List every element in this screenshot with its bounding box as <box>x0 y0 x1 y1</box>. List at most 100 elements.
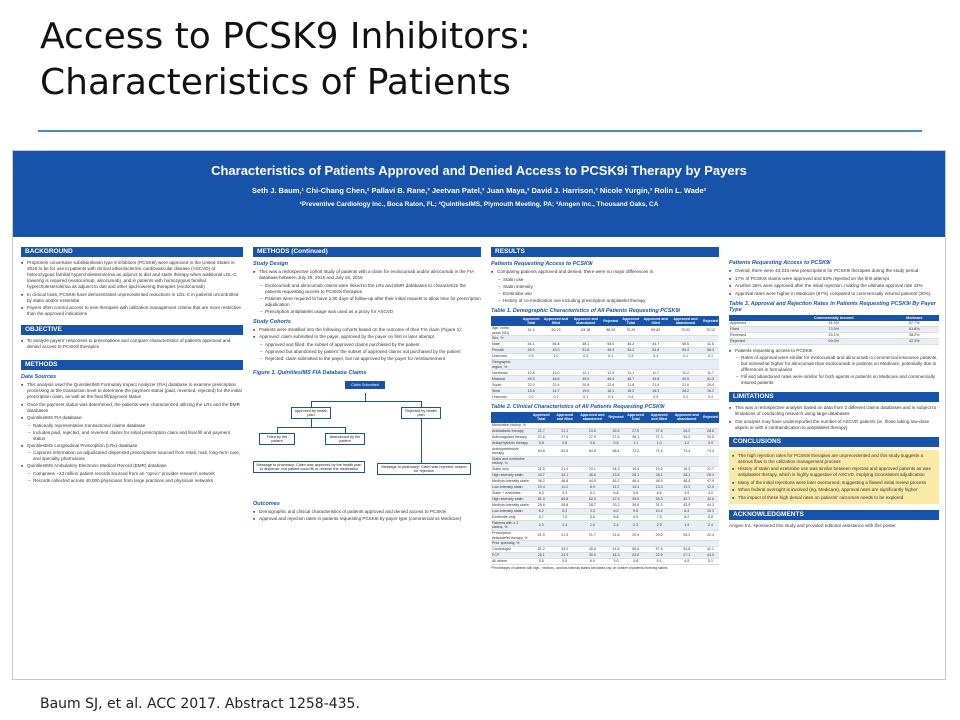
table-2-cell: Statin and ezetimibe history, % <box>491 456 531 467</box>
methods-dash: Records collected across 40,000 physicia… <box>28 478 243 484</box>
table-1-cell: 0.1 <box>701 353 719 361</box>
table-2-title: Table 2. Clinical Characteristics of All… <box>491 404 665 411</box>
table-2-cell <box>577 540 608 548</box>
table-2-cell: 1.1 <box>624 440 647 447</box>
table-1-cell: 45.2 <box>619 341 643 349</box>
table-2-header-cell: Rejected <box>701 412 719 423</box>
table-2-cell: 21.7 <box>530 428 553 435</box>
table-2-cell: 26.5 <box>607 428 625 435</box>
conclusions-heading: CONCLUSIONS <box>729 436 939 447</box>
table-3-row: Reversed 26.1% 38.2% <box>729 332 939 339</box>
table-2-cell: 40.7 <box>671 496 702 503</box>
table-2-cell <box>552 456 578 467</box>
table-2-cell: Medium-intensity statin <box>491 478 531 485</box>
poster-column-2: METHODS (Continued) Study Design This wa… <box>253 244 481 524</box>
table-2-cell: 6.0 <box>607 508 625 515</box>
table-1-cell: 0.9 <box>519 353 543 361</box>
table-1-cell: 11.7 <box>701 369 719 377</box>
table-1-row: Northeast 12.8 13.0 12.1 12.5 11.1 11.7 10.2 11.… <box>491 369 719 377</box>
results-bullet: Approval rates were higher in Medicare (… <box>729 291 939 297</box>
methods-dash: Rejected: claim submitted to the payer, … <box>260 356 481 362</box>
table-1-cell: 0.1 <box>669 353 702 361</box>
results-subheading: Patients Requesting Access to PCSK9i <box>491 261 593 267</box>
table-1-cell: 46.9 <box>602 347 620 355</box>
study-cohorts-heading: Study Cohorts <box>253 318 291 325</box>
table-2-cell: 26.1 <box>530 552 553 560</box>
acknowledgments-text: Amgen Inc. sponsored this study and prov… <box>729 523 896 529</box>
table-1-row: Unknown 0.2 0.2 0.1 0.3 0.4 0.5 0.2 0.4 <box>491 393 719 401</box>
table-3-row: Rejected 69.0% 42.3% <box>729 338 939 345</box>
table-1-cell: Male <box>491 341 520 349</box>
results-dash: History of co-medication use including p… <box>498 298 719 304</box>
table-1-cell: 70.20 <box>619 325 643 337</box>
table-1-cell: 55.0 <box>602 341 620 349</box>
table-1-cell: 22.6 <box>602 381 620 389</box>
table-1-cell: 58.3 <box>701 347 719 355</box>
table-2-cell <box>646 422 672 429</box>
table-2-cell: 28.8 <box>552 502 578 509</box>
table-2-cell: 53.0 <box>552 546 578 554</box>
table-1-cell: 48.7 <box>619 375 643 383</box>
table-2-cell: 21.7 <box>701 466 719 473</box>
table-2-cell <box>624 422 647 429</box>
table-2-cell: 2.3 <box>530 520 553 531</box>
table-2-cell <box>624 540 647 548</box>
conclusion-bullet: The impact of these high denial rates on… <box>732 495 936 501</box>
table-3-cell: 57.7% <box>889 320 939 327</box>
table-2-cell: 19.4 <box>624 466 647 473</box>
table-2-cell: 0.9 <box>701 440 719 447</box>
table-1-cell <box>701 359 719 371</box>
flow-connector <box>277 426 278 433</box>
table-3-cell: 26.1% <box>777 332 890 339</box>
table-2-row: Antidiabetic therapy 21.7 21.1 23.6 26.5 27.0… <box>491 428 719 435</box>
table-2-cell: 28.8 <box>530 502 553 509</box>
table-2-cell: 57.5 <box>607 496 625 503</box>
flow-approved: Approved by health plan <box>291 406 331 420</box>
table-1-cell: 49.3 <box>519 375 543 383</box>
table-1-cell: 51.3 <box>701 375 719 383</box>
outcomes-bullet: Demographic and clinical characteristics… <box>253 509 481 515</box>
citation: Baum SJ, et al. ACC 2017. Abstract 1258-… <box>40 696 360 712</box>
table-2-header-cell: Approved and filled <box>646 412 672 423</box>
table-2-cell: 51.2 <box>530 546 553 554</box>
table-2: Approved Total Approved and filled Approve… <box>491 412 719 566</box>
table-1-cell: 11.1 <box>619 369 643 377</box>
table-2-cell: 39.0 <box>624 496 647 503</box>
table-1-row: Midwest 49.3 46.8 49.0 46.4 48.7 49.8 49.9 51.3 <box>491 375 719 383</box>
flow-abandoned: Abandoned by the patient <box>325 432 365 446</box>
poster-affiliations: ¹Preventive Cardiology Inc., Boca Raton,… <box>299 201 659 208</box>
table-2-row: PCP 26.1 24.9 30.0 44.3 24.8 22.6 27.1 44.0 <box>491 552 719 560</box>
table-2-cell: 10.4 <box>530 484 553 491</box>
table-2-cell: Prior specialty, % <box>491 540 531 548</box>
table-1-cell <box>519 335 543 343</box>
table-2-cell: 4.0 <box>701 490 719 497</box>
table-2-cell: 12.9 <box>701 484 719 491</box>
table-2-cell: 22.6 <box>646 552 672 560</box>
table-2-cell: 25.2 <box>671 530 702 542</box>
table-2-cell: 19.5 <box>646 466 672 473</box>
table-2-cell: 44.3 <box>701 502 719 509</box>
table-2-cell: Antihypertensive therapy <box>491 445 531 457</box>
table-1-cell: West <box>491 387 520 395</box>
table-2-cell: 11.2 <box>552 484 578 491</box>
table-1-cell: 0.3 <box>569 353 603 361</box>
table-2-cell: 10.4 <box>646 508 672 515</box>
table-3-row: Approved 31.0% 57.7% <box>729 320 939 327</box>
table-2-cell: 11.2 <box>607 484 625 491</box>
table-2-cell: 46.8 <box>552 478 578 485</box>
table-1-cell: 46.4 <box>602 375 620 383</box>
table-2-row: High-intensity statin 44.7 44.1 46.6 43.8 28.… <box>491 472 719 479</box>
table-1-cell <box>642 335 670 343</box>
table-1-cell <box>602 335 620 343</box>
table-2-cell: 46.6 <box>577 472 608 479</box>
table-1-cell: 21.6 <box>642 381 670 389</box>
table-2-cell: 27.5 <box>552 434 578 441</box>
table-2-cell: Medication history, % <box>491 422 531 429</box>
table-1-cell: 21.6 <box>669 381 702 389</box>
table-1-cell: 58.29 <box>602 325 620 337</box>
results-dash: Statin use <box>498 277 719 283</box>
results-dash: Ezetimibe use <box>498 291 719 297</box>
table-2-cell: 47.9 <box>701 478 719 485</box>
objective-bullet: To analyze payers' responses to prescrip… <box>21 338 243 350</box>
table-2-cell: 2.4 <box>552 520 578 531</box>
